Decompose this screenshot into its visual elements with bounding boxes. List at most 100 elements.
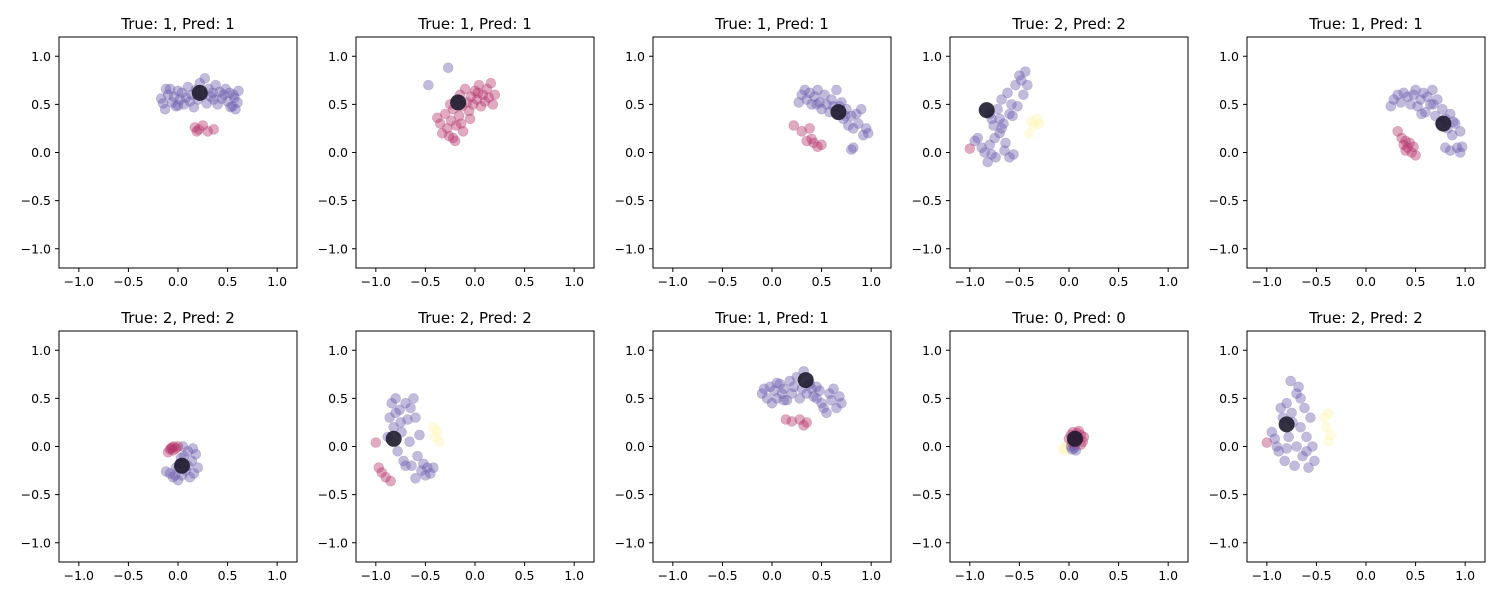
y-tick-label: −0.5 <box>615 487 645 502</box>
x-tick-label: 1.0 <box>1455 568 1475 583</box>
data-point <box>811 99 822 110</box>
y-tick-label: −0.5 <box>912 193 942 208</box>
data-point <box>774 378 786 390</box>
data-point <box>994 127 1005 139</box>
x-tick-label: 0.0 <box>762 568 782 583</box>
x-tick-label: 0.5 <box>812 568 832 583</box>
y-tick-label: 0.0 <box>1219 145 1239 160</box>
data-point <box>166 97 178 108</box>
data-point <box>1285 375 1296 387</box>
data-point <box>1004 152 1015 163</box>
x-tick-label: −0.5 <box>707 274 737 289</box>
data-point <box>404 436 415 447</box>
data-point <box>852 118 864 129</box>
data-point <box>453 110 465 122</box>
data-point <box>771 377 783 389</box>
data-point <box>432 112 443 124</box>
data-point <box>1325 429 1336 441</box>
y-tick-label: −0.5 <box>1209 487 1239 502</box>
center-point <box>978 102 995 119</box>
data-point <box>1454 147 1466 158</box>
subplot-1: True: 1, Pred: 1 −1.0 −1.0 −0.5 −0.5 0.0 0.0 0.… <box>21 15 298 289</box>
data-point <box>408 393 419 404</box>
data-point <box>410 472 421 484</box>
data-point <box>192 462 204 473</box>
data-point <box>979 147 991 158</box>
subplot-title: True: 0, Pred: 0 <box>1011 309 1126 327</box>
y-tick-label: 0.0 <box>625 145 645 160</box>
data-point <box>450 120 462 131</box>
data-point <box>172 474 184 486</box>
data-point <box>1286 407 1297 419</box>
data-point <box>1400 135 1411 147</box>
data-point <box>167 445 179 456</box>
data-point <box>1437 103 1448 115</box>
data-point <box>177 441 189 452</box>
data-point <box>436 127 448 139</box>
data-point <box>425 468 436 479</box>
data-point <box>414 429 425 441</box>
data-point <box>801 94 813 105</box>
data-point <box>1396 132 1407 144</box>
x-tick-label: −0.5 <box>707 568 737 583</box>
data-point <box>233 85 244 97</box>
data-point <box>400 460 411 472</box>
y-tick-label: −1.0 <box>21 241 51 256</box>
data-point <box>1444 108 1456 120</box>
data-point <box>786 388 798 399</box>
y-tick-label: 0.5 <box>31 391 51 406</box>
x-tick-label: 0.0 <box>1356 568 1376 583</box>
data-point <box>218 89 229 101</box>
data-point <box>201 98 213 109</box>
x-tick-label: −1.0 <box>64 274 94 289</box>
data-point <box>806 133 817 145</box>
subplot-title: True: 1, Pred: 1 <box>120 15 235 33</box>
y-tick-label: −0.5 <box>21 487 51 502</box>
data-point <box>182 81 194 93</box>
center-point <box>1435 115 1452 132</box>
data-point <box>826 394 837 406</box>
x-tick-label: 0.0 <box>1059 568 1079 583</box>
data-point <box>447 132 459 144</box>
data-point <box>801 388 813 399</box>
data-point <box>1299 402 1310 414</box>
data-point <box>190 448 202 460</box>
data-point <box>1291 441 1302 452</box>
y-tick-label: −1.0 <box>21 535 51 550</box>
data-point <box>428 462 439 473</box>
x-tick-label: 0.0 <box>168 274 188 289</box>
subplot-2: True: 1, Pred: 1 −1.0 −1.0 −0.5 −0.5 0.0 0.0 0.… <box>318 15 595 289</box>
subplot-8: True: 1, Pred: 1 −1.0 −1.0 −0.5 −0.5 0.0 0.0 0.… <box>615 309 892 583</box>
data-point <box>224 87 235 99</box>
data-point <box>989 132 1000 144</box>
data-point <box>1323 436 1334 447</box>
x-tick-label: 1.0 <box>564 274 584 289</box>
x-tick-label: −0.5 <box>410 568 440 583</box>
x-tick-label: −1.0 <box>658 274 688 289</box>
y-tick-label: −1.0 <box>318 241 348 256</box>
data-point <box>786 416 798 427</box>
data-point <box>187 443 199 454</box>
data-point <box>483 92 495 103</box>
data-point <box>996 94 1007 105</box>
data-point <box>1279 455 1290 467</box>
center-point <box>797 372 814 389</box>
subplot-5: True: 1, Pred: 1 −1.0 −1.0 −0.5 −0.5 0.0 0.0 0.… <box>1209 15 1486 289</box>
data-point <box>208 94 219 105</box>
data-point <box>850 108 862 120</box>
data-point <box>422 462 433 473</box>
data-point <box>814 97 825 108</box>
data-point <box>776 388 788 399</box>
data-point <box>1420 106 1431 118</box>
y-tick-label: 0.5 <box>922 391 942 406</box>
subplot-7: True: 2, Pred: 2 −1.0 −1.0 −0.5 −0.5 0.0 0.0 0.… <box>318 309 595 583</box>
scatter-points <box>155 73 244 137</box>
data-point <box>400 397 411 409</box>
axes-frame <box>58 36 298 269</box>
data-point <box>172 100 184 111</box>
y-tick-label: −0.5 <box>21 193 51 208</box>
data-point <box>1301 446 1312 457</box>
x-tick-label: 1.0 <box>1455 274 1475 289</box>
data-point <box>1295 393 1306 404</box>
y-tick-label: 0.5 <box>1219 97 1239 112</box>
